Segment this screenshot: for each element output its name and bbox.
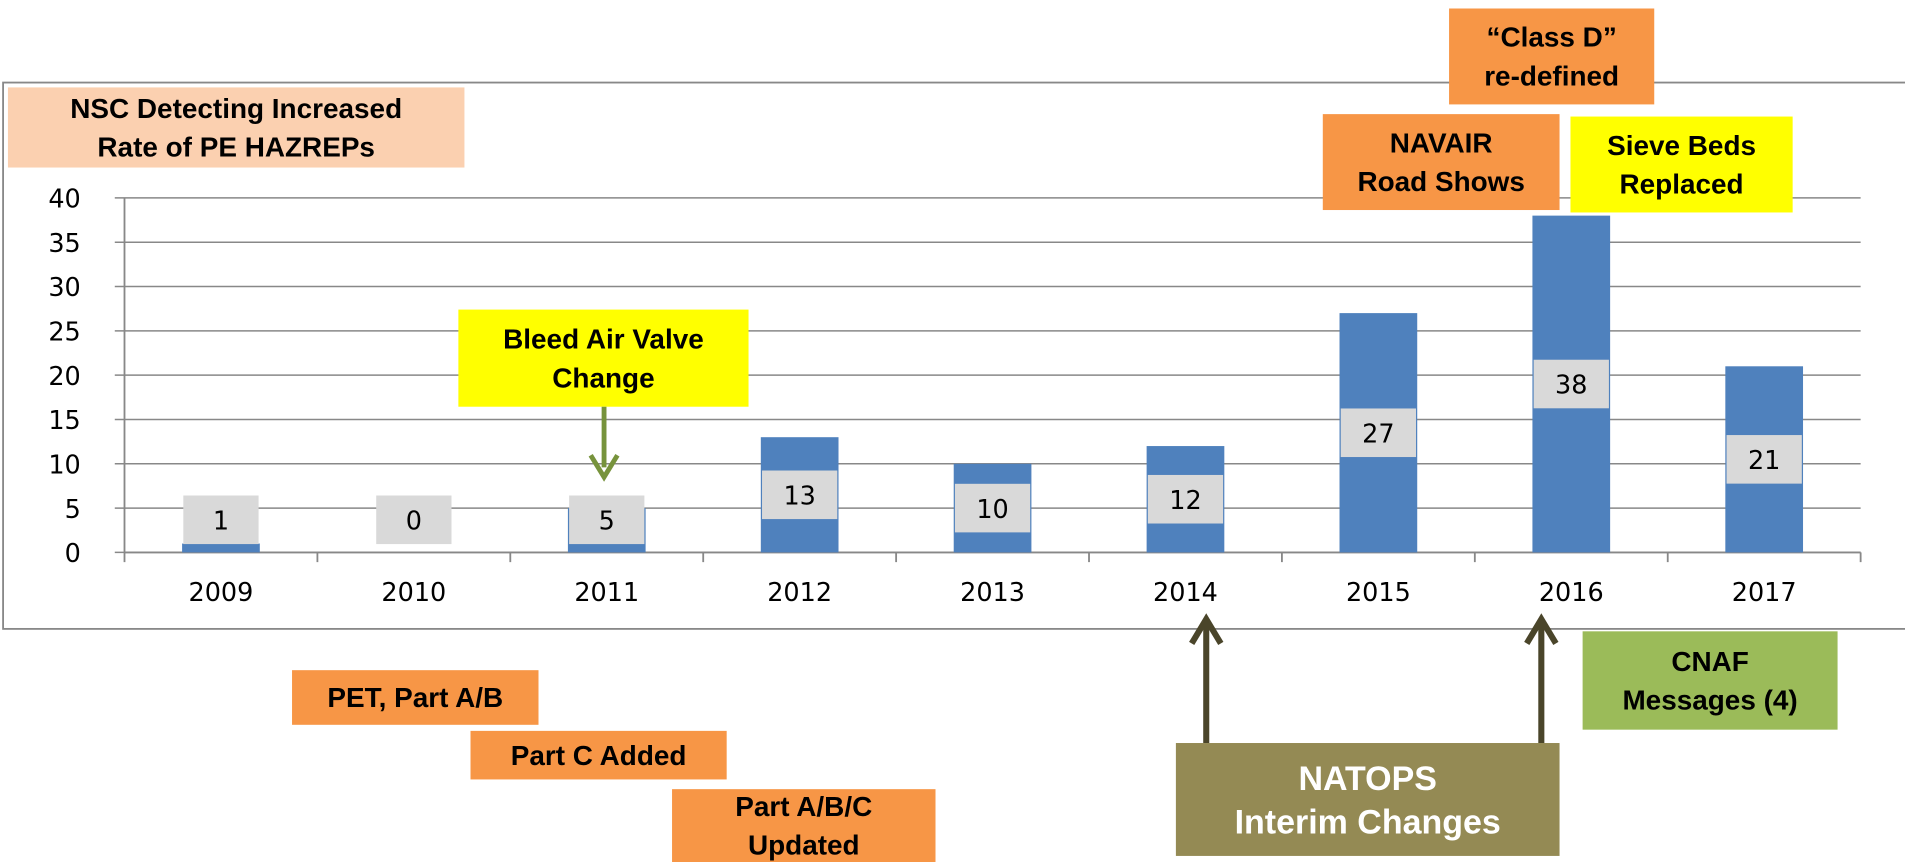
y-tick-label: 5	[65, 495, 81, 525]
x-tick-label: 2010	[381, 578, 446, 608]
x-tick-label: 2016	[1539, 578, 1604, 608]
arrow-head	[1524, 613, 1559, 646]
bar	[182, 543, 260, 553]
annotation-text: NATOPS	[1298, 760, 1436, 798]
annotation-box	[1322, 114, 1560, 211]
y-tick-label: 35	[48, 229, 80, 259]
value-label-box	[954, 483, 1031, 533]
annotation-text: Interim Changes	[1235, 803, 1501, 841]
value-label: 5	[599, 507, 615, 537]
annotation-text: re-defined	[1484, 61, 1619, 92]
value-label-box	[762, 470, 838, 520]
x-tick-label: 2013	[960, 578, 1025, 608]
value-label-box	[1533, 359, 1609, 409]
x-tick-label: 2012	[767, 578, 832, 608]
x-tick-label: 2009	[189, 578, 254, 608]
x-tick-label: 2015	[1346, 578, 1411, 608]
value-label: 21	[1748, 446, 1780, 476]
annotation-box	[1449, 8, 1655, 105]
annotation-text: Bleed Air Valve	[503, 323, 704, 354]
value-label: 12	[1169, 486, 1201, 516]
annotation-box	[1582, 631, 1838, 730]
arrows	[588, 406, 1559, 744]
y-tick-label: 25	[48, 318, 80, 348]
annotation-box	[7, 87, 465, 168]
annotation-box	[292, 670, 539, 725]
annotation-box	[672, 789, 936, 862]
plot: 0 5 10 15 20 25 30 35 40 2009 1 2010 0 2011 5 2012 13 201…	[48, 185, 1862, 608]
value-label-box	[1147, 474, 1224, 524]
annotation-text: NAVAIR	[1390, 127, 1493, 158]
x-tick-label: 2017	[1732, 578, 1797, 608]
y-tick-label: 15	[48, 406, 80, 436]
value-label-box	[376, 495, 452, 545]
annotation-text: “Class D”	[1487, 22, 1617, 53]
annotation-text: Part C Added	[511, 740, 687, 771]
annotation-text: Change	[552, 362, 654, 393]
annotation-text: Part A/B/C	[735, 791, 872, 822]
y-tick-label: 40	[48, 185, 80, 215]
arrow-head	[588, 454, 620, 482]
value-label-box	[1340, 408, 1417, 458]
annotation-box	[1175, 743, 1560, 856]
value-label: 1	[213, 507, 229, 537]
value-label: 38	[1555, 371, 1587, 401]
annotation-text: Messages (4)	[1622, 685, 1797, 716]
annotation-box	[1570, 116, 1793, 213]
annotation-text: Sieve Beds	[1607, 130, 1756, 161]
value-label: 0	[406, 507, 422, 537]
value-label-box	[183, 495, 259, 545]
value-label: 10	[976, 495, 1008, 525]
annotation-text: Updated	[748, 830, 860, 861]
annotation-text: Road Shows	[1357, 166, 1524, 197]
value-label-box	[569, 495, 645, 545]
annotation-text: NSC Detecting Increased	[70, 93, 402, 124]
annotation-text: Rate of PE HAZREPs	[97, 132, 375, 163]
annotation-text: CNAF	[1671, 646, 1749, 677]
y-tick-label: 20	[48, 362, 80, 392]
value-label: 27	[1362, 419, 1394, 449]
annotations: NSC Detecting Increased Rate of PE HAZREP…	[7, 8, 1838, 862]
annotation-text: Replaced	[1620, 169, 1744, 200]
annotation-box	[470, 730, 727, 780]
arrow-head	[1189, 613, 1224, 646]
x-tick-label: 2011	[574, 578, 639, 608]
y-tick-label: 10	[48, 450, 80, 480]
x-tick-label: 2014	[1153, 578, 1218, 608]
chart-frame	[2, 81, 1905, 630]
y-tick-label: 30	[48, 273, 80, 303]
value-label: 13	[783, 482, 815, 512]
annotation-text: PET, Part A/B	[327, 682, 503, 713]
y-tick-label: 0	[65, 539, 81, 569]
value-label-box	[1726, 435, 1802, 484]
annotation-box	[458, 309, 749, 407]
